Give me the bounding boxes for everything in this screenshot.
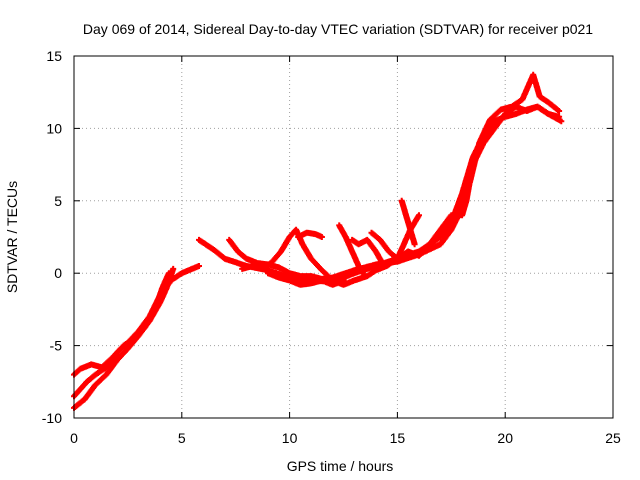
x-tick-label: 20 (497, 430, 513, 446)
series-spike-2 (336, 222, 366, 277)
y-tick-label: 0 (54, 265, 62, 281)
x-axis-label: GPS time / hours (287, 458, 394, 474)
series-spike-6 (394, 212, 422, 262)
y-tick-label: 5 (54, 193, 62, 209)
series-spike-1 (295, 229, 325, 240)
y-tick-label: 15 (46, 48, 62, 64)
series-markers (336, 222, 366, 277)
y-tick-label: -10 (42, 410, 62, 426)
x-tick-label: 0 (70, 430, 78, 446)
series-markers (394, 212, 422, 262)
series-markers (265, 270, 347, 288)
y-tick-label: 10 (46, 120, 62, 136)
data-marks (71, 71, 565, 411)
series-markers (295, 229, 325, 240)
series-track-e (226, 71, 563, 282)
series-markers (71, 270, 172, 378)
plot-frame (73, 55, 614, 419)
series-markers (226, 71, 563, 282)
y-tick-label: -5 (50, 338, 63, 354)
y-axis-label: SDTVAR / TECUs (4, 181, 20, 293)
series-track-a (71, 263, 202, 400)
chart-title: Day 069 of 2014, Sidereal Day-to-day VTE… (83, 21, 593, 37)
axis-ticks: 0 5 10 15 20 25 -10 -5 0 5 10 15 (42, 48, 621, 446)
series-track-g (265, 270, 347, 288)
series-track-c (71, 270, 172, 378)
series-spike-3 (349, 236, 386, 267)
series-markers (349, 236, 386, 267)
x-tick-label: 25 (605, 430, 621, 446)
x-tick-label: 15 (390, 430, 406, 446)
series-markers (71, 263, 202, 400)
x-tick-label: 5 (178, 430, 186, 446)
x-tick-label: 10 (282, 430, 298, 446)
